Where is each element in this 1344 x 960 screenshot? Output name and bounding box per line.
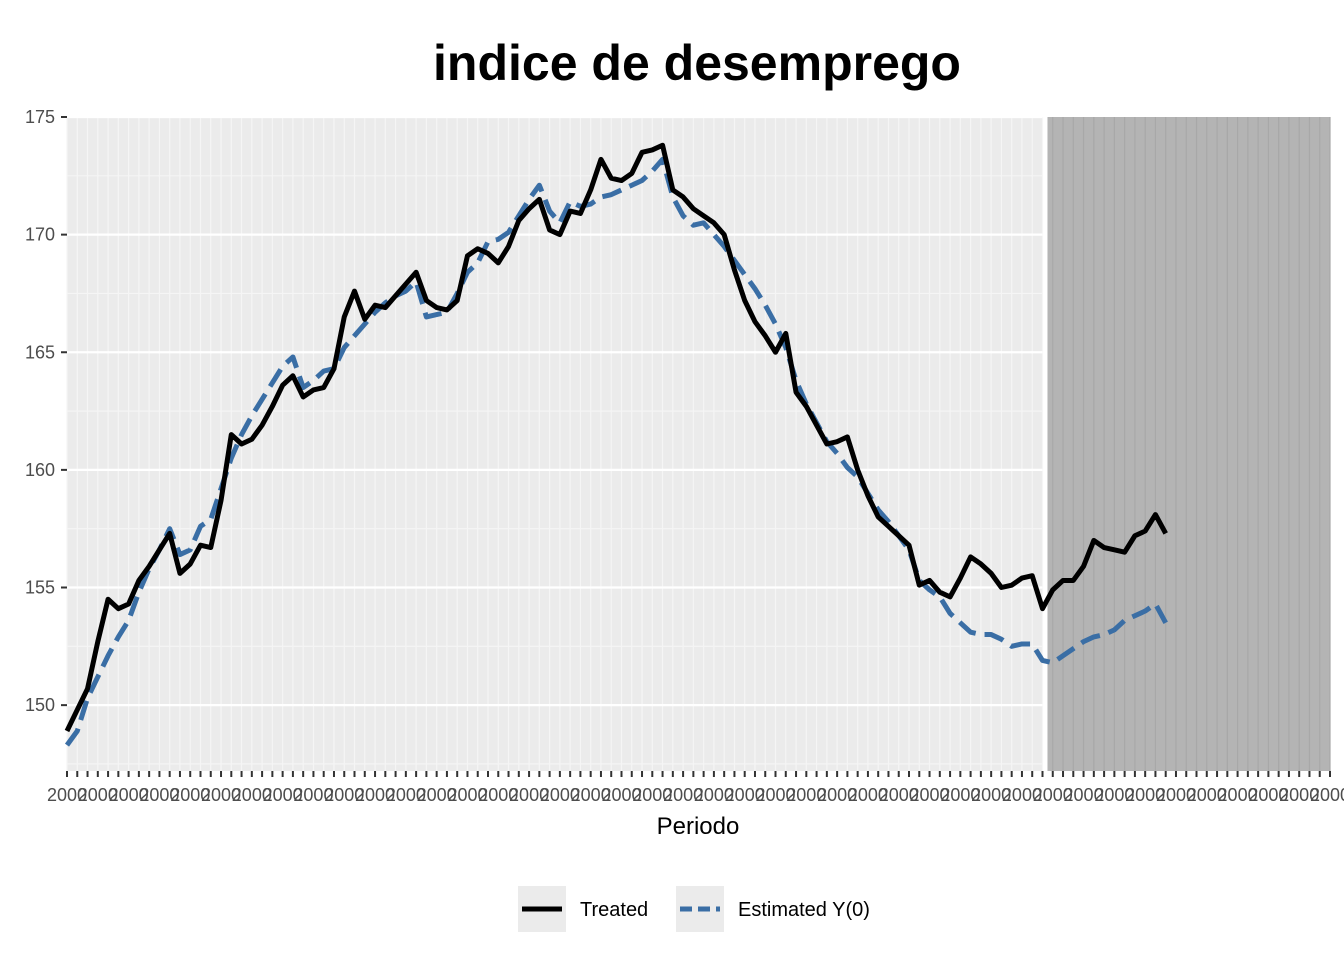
x-tick-label: 2000 bbox=[879, 785, 919, 805]
x-tick-label: 2000 bbox=[324, 785, 364, 805]
x-tick-label: 2000 bbox=[663, 785, 703, 805]
x-tick-label: 2000 bbox=[478, 785, 518, 805]
y-axis: 150 155 160 165 170 175 bbox=[25, 107, 67, 715]
y-tick-label: 155 bbox=[25, 578, 55, 598]
x-tick-label: 2000 bbox=[170, 785, 210, 805]
x-tick-label: 2000 bbox=[910, 785, 950, 805]
x-tick-label: 2000 bbox=[1187, 785, 1227, 805]
x-tick-label: 2000 bbox=[817, 785, 857, 805]
x-tick-label: 2000 bbox=[1156, 785, 1196, 805]
x-axis-label: Periodo bbox=[657, 813, 740, 840]
x-tick-label: 2000 bbox=[355, 785, 395, 805]
series-line-estimated bbox=[64, 156, 1168, 747]
x-tick-label: 2000 bbox=[293, 785, 333, 805]
y-tick-label: 175 bbox=[25, 107, 55, 127]
x-tick-label: 2000 bbox=[1248, 785, 1288, 805]
x-tick-label: 2000 bbox=[386, 785, 426, 805]
x-tick-label: 2000 bbox=[1002, 785, 1042, 805]
x-tick-label: 2000 bbox=[1279, 785, 1319, 805]
legend: Treated Estimated Y(0) bbox=[518, 886, 870, 932]
x-tick-label: 2000 bbox=[1310, 785, 1344, 805]
y-tick-label: 150 bbox=[25, 695, 55, 715]
legend-label: Treated bbox=[580, 899, 648, 921]
treatment-shade-rect bbox=[1047, 117, 1330, 771]
x-tick-label: 2000 bbox=[571, 785, 611, 805]
x-tick-label: 2000 bbox=[786, 785, 826, 805]
x-axis: 2000200020002000200020002000200020002000… bbox=[47, 771, 1344, 805]
legend-label: Estimated Y(0) bbox=[738, 899, 870, 921]
grid-minor bbox=[66, 117, 1331, 771]
x-tick-label: 2000 bbox=[232, 785, 272, 805]
x-tick-label: 2000 bbox=[632, 785, 672, 805]
series-line-treated bbox=[64, 142, 1168, 733]
x-tick-label: 2000 bbox=[725, 785, 765, 805]
x-tick-label: 2000 bbox=[1125, 785, 1165, 805]
x-tick-label: 2000 bbox=[139, 785, 179, 805]
x-tick-label: 2000 bbox=[417, 785, 457, 805]
x-tick-label: 2000 bbox=[755, 785, 795, 805]
x-tick-label: 2000 bbox=[601, 785, 641, 805]
x-tick-label: 2000 bbox=[1094, 785, 1134, 805]
x-tick-label: 2000 bbox=[848, 785, 888, 805]
x-tick-label: 2000 bbox=[1218, 785, 1258, 805]
x-tick-label: 2000 bbox=[447, 785, 487, 805]
x-tick-label: 2000 bbox=[694, 785, 734, 805]
series-lines bbox=[64, 142, 1168, 747]
x-tick-label: 2000 bbox=[540, 785, 580, 805]
y-tick-label: 160 bbox=[25, 460, 55, 480]
x-tick-label: 2000 bbox=[509, 785, 549, 805]
x-tick-label: 2000 bbox=[201, 785, 241, 805]
x-tick-label: 2000 bbox=[78, 785, 118, 805]
chart-title: indice de desemprego bbox=[433, 35, 961, 91]
x-tick-label: 2000 bbox=[47, 785, 87, 805]
y-tick-label: 165 bbox=[25, 342, 55, 362]
y-tick-label: 170 bbox=[25, 225, 55, 245]
x-tick-label: 2000 bbox=[1033, 785, 1073, 805]
x-tick-label: 2000 bbox=[971, 785, 1011, 805]
treatment-period-shade bbox=[1042, 117, 1330, 771]
x-tick-label: 2000 bbox=[263, 785, 303, 805]
x-tick-label: 2000 bbox=[1064, 785, 1104, 805]
x-tick-label: 2000 bbox=[109, 785, 149, 805]
x-tick-label: 2000 bbox=[940, 785, 980, 805]
